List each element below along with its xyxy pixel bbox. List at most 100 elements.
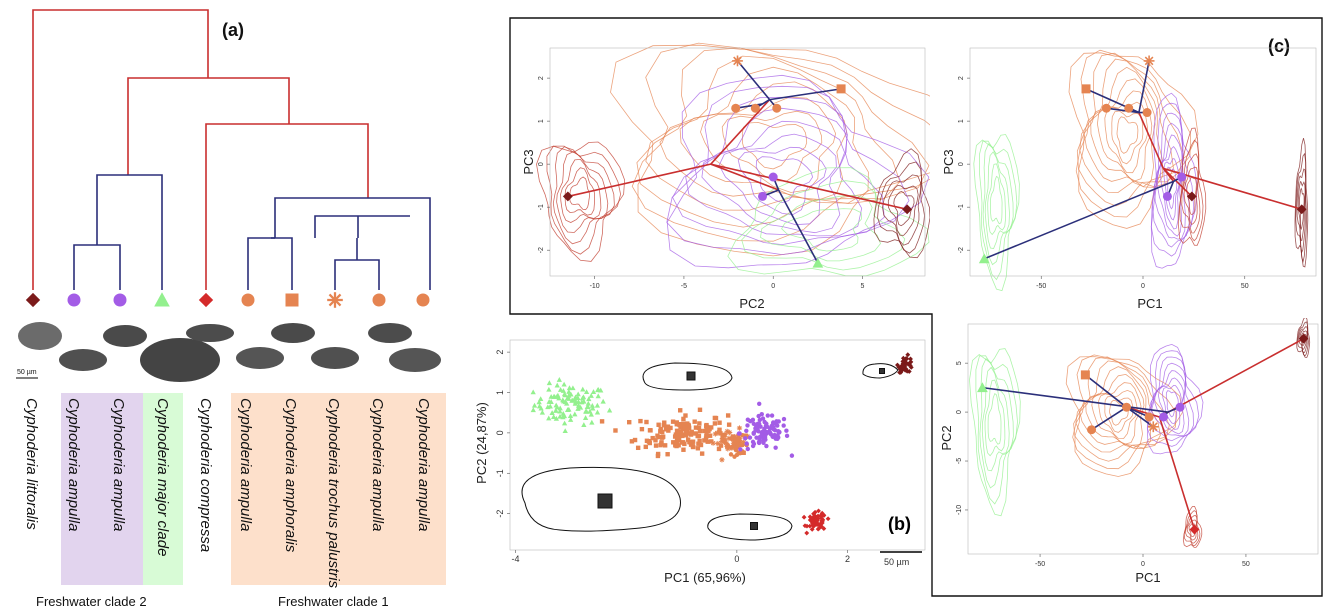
scatter-point [712, 421, 718, 426]
tree-tip-4 [154, 292, 170, 307]
scatter-point [589, 402, 595, 408]
contour-line [1166, 166, 1178, 210]
y-tick-label: 5 [956, 361, 963, 365]
scatter-point [536, 399, 542, 405]
c1-ylabel: PC3 [521, 149, 536, 174]
scatter-point [583, 389, 590, 395]
scatter-point [585, 400, 591, 406]
cell-image-ampulla-3 [236, 347, 284, 369]
phylo-edge [1091, 406, 1127, 431]
scatter-point [635, 445, 641, 451]
scatter-point [679, 430, 684, 435]
contour-line [1079, 366, 1152, 450]
plot-frame [509, 339, 926, 551]
scatter-point [904, 368, 910, 374]
phylo-tip-square [1081, 84, 1091, 94]
scatter-point [716, 446, 722, 452]
scatter-point [703, 423, 709, 429]
contour-line [659, 66, 869, 204]
b-xlabel: PC1 (65,96%) [664, 570, 746, 585]
species-label-10: Cyphoderia ampulla [415, 398, 432, 532]
density-contours [973, 49, 1309, 292]
scatter-point [666, 428, 671, 433]
scatter-point [546, 380, 553, 386]
scatter-point [587, 408, 593, 414]
scatter-point [692, 419, 697, 424]
species-label-8: Cyphoderia trochus palustris [325, 398, 342, 589]
scatter-point [784, 433, 790, 439]
contour-line [727, 167, 930, 277]
scatter-point [553, 407, 559, 413]
contour-line [877, 161, 925, 254]
contour-line [882, 174, 922, 246]
scatter-point [769, 413, 775, 418]
scatter-point [648, 428, 653, 433]
contour-line [666, 74, 930, 269]
cell-image-ampulla-5 [389, 348, 441, 372]
scatter-point [756, 413, 761, 419]
scatter-point [546, 399, 552, 404]
scatter-point [718, 431, 723, 436]
scatter-point [531, 402, 538, 408]
contour-line [1296, 318, 1311, 358]
species-label-4: Cyphoderia major clade [154, 398, 171, 557]
cell-image-amphoralis [271, 323, 315, 343]
scatter-point [674, 439, 679, 445]
y-tick-label: -2 [495, 510, 505, 518]
x-tick-label: -50 [1035, 561, 1045, 568]
tree-tip-9 [372, 293, 386, 307]
scatter-point [657, 434, 662, 440]
scatter-point [580, 386, 586, 392]
contour-line [1111, 110, 1144, 165]
species-label-2: Cyphoderia ampulla [65, 398, 82, 532]
contour-line [1075, 49, 1192, 218]
scatter-point [742, 433, 748, 438]
scatter-point [814, 517, 820, 523]
tree-tip-6 [241, 293, 255, 307]
scatter-point [627, 419, 632, 425]
scatter-point [696, 425, 702, 431]
phylo-edge [1126, 406, 1154, 428]
phylo-tip-diamond [1186, 191, 1197, 202]
scatter-point [660, 435, 665, 440]
scatter-point [730, 434, 736, 439]
clade1-label: Freshwater clade 1 [278, 594, 389, 609]
scatter-point [546, 386, 552, 392]
scatter-point [744, 441, 749, 446]
contour-line [755, 156, 814, 204]
contour-line [1183, 510, 1201, 547]
contour-line [631, 42, 930, 242]
scatter-point [801, 514, 807, 520]
scatter-point [670, 419, 676, 424]
scatter-point [536, 403, 543, 409]
scatter-point [682, 424, 688, 429]
scatter-point [660, 429, 665, 435]
phylo-tip-circle [1142, 108, 1152, 118]
species-label-9: Cyphoderia ampulla [369, 398, 386, 532]
phylo-tip-circle [1087, 425, 1097, 435]
scatter-point [679, 440, 685, 445]
contour-line [1163, 158, 1180, 221]
scatter-point [825, 516, 831, 522]
scatter-point [557, 405, 563, 411]
scatter-point [731, 440, 737, 445]
cell-image-major [140, 338, 220, 382]
scatter-point [560, 397, 566, 403]
scatter-point [681, 447, 686, 452]
scatter-point [718, 443, 724, 448]
contour-line [672, 96, 885, 246]
scatter-point [685, 437, 691, 442]
scatter-point [566, 406, 572, 412]
scatter-point [580, 394, 587, 400]
scatter-point [719, 457, 725, 463]
scatter-point [745, 446, 751, 452]
scatter-point [674, 428, 680, 434]
scatter-point [726, 422, 732, 427]
scatter-point [737, 451, 743, 456]
contour-line [979, 357, 1014, 489]
phylo-tip-circle [1162, 191, 1172, 201]
x-tick-label: 0 [1141, 283, 1145, 290]
scatter-point [653, 443, 659, 448]
scatter-point [632, 437, 638, 443]
contour-line [556, 151, 609, 233]
